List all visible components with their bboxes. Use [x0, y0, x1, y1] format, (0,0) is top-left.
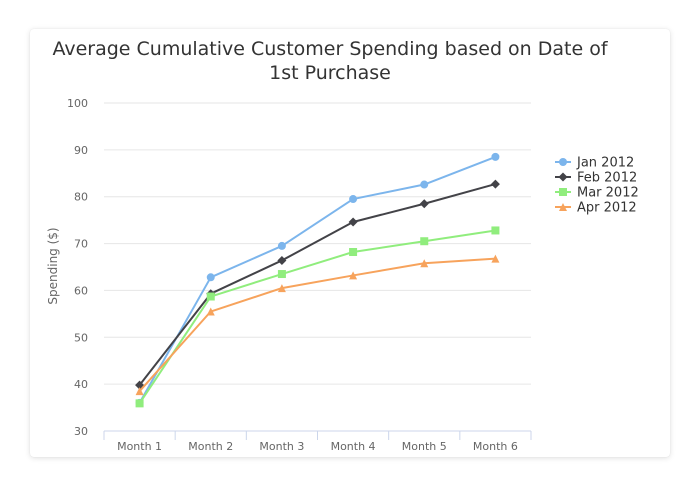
series-apr-2012	[135, 254, 500, 396]
data-point[interactable]	[206, 292, 215, 301]
data-point[interactable]	[349, 195, 358, 204]
x-tick-label: Month 5	[402, 440, 447, 453]
data-point[interactable]	[206, 307, 215, 316]
y-tick-label: 60	[74, 284, 88, 297]
data-point[interactable]	[419, 199, 429, 209]
x-tick-label: Month 4	[331, 440, 376, 453]
legend-item-jan-2012[interactable]: Jan 2012	[555, 156, 634, 171]
data-point[interactable]	[277, 255, 287, 265]
data-point[interactable]	[349, 271, 358, 280]
legend-marker[interactable]	[559, 188, 567, 196]
legend-item-feb-2012[interactable]: Feb 2012	[555, 171, 637, 186]
y-tick-label: 50	[74, 331, 88, 344]
data-point[interactable]	[491, 152, 500, 161]
series-feb-2012	[135, 179, 500, 390]
y-tick-label: 90	[74, 144, 88, 157]
series-line[interactable]	[138, 155, 497, 404]
legend-label: Mar 2012	[577, 186, 639, 201]
y-tick-label: 70	[74, 238, 88, 251]
series-line[interactable]	[138, 183, 497, 387]
y-tick-label: 40	[74, 378, 88, 391]
data-point[interactable]	[491, 226, 500, 235]
legend-marker[interactable]	[559, 158, 567, 166]
y-tick-label: 30	[74, 425, 88, 438]
series-line[interactable]	[138, 229, 497, 405]
data-point[interactable]	[277, 241, 286, 250]
y-tick-label: 80	[74, 191, 88, 204]
data-point[interactable]	[277, 284, 286, 293]
x-tick-label: Month 1	[117, 440, 162, 453]
data-point[interactable]	[420, 180, 429, 189]
axis-layer: 30 40 50 60 70 80 90 100 Month 1 Month 2 Month 3 Mo…	[67, 97, 532, 453]
data-point[interactable]	[349, 248, 358, 257]
data-point[interactable]	[491, 254, 500, 263]
x-tick-label: Month 6	[473, 440, 518, 453]
legend-label: Jan 2012	[576, 156, 634, 171]
series-layer	[135, 152, 500, 408]
grid-layer	[104, 102, 531, 385]
legend-item-apr-2012[interactable]: Apr 2012	[555, 201, 637, 216]
data-point[interactable]	[348, 217, 358, 227]
data-point[interactable]	[277, 270, 286, 279]
series-line[interactable]	[138, 257, 497, 393]
legend-item-mar-2012[interactable]: Mar 2012	[555, 186, 639, 201]
y-axis-label: Spending ($)	[46, 227, 60, 304]
legend-marker[interactable]	[558, 172, 568, 182]
chart-title-line-2: 1st Purchase	[269, 62, 391, 84]
legend-marker[interactable]	[559, 203, 567, 211]
data-point[interactable]	[135, 399, 144, 408]
x-tick-label: Month 3	[259, 440, 304, 453]
series-jan-2012	[135, 152, 500, 407]
chart-title-line-1: Average Cumulative Customer Spending bas…	[52, 38, 608, 60]
data-point[interactable]	[135, 387, 144, 396]
data-point[interactable]	[490, 179, 500, 189]
legend-label: Feb 2012	[577, 171, 637, 186]
series-mar-2012	[135, 226, 500, 408]
data-point[interactable]	[206, 273, 215, 282]
legend-label: Apr 2012	[577, 201, 637, 216]
y-tick-label: 100	[67, 97, 88, 110]
x-tick-label: Month 2	[188, 440, 233, 453]
data-point[interactable]	[420, 259, 429, 268]
data-point[interactable]	[420, 237, 429, 246]
